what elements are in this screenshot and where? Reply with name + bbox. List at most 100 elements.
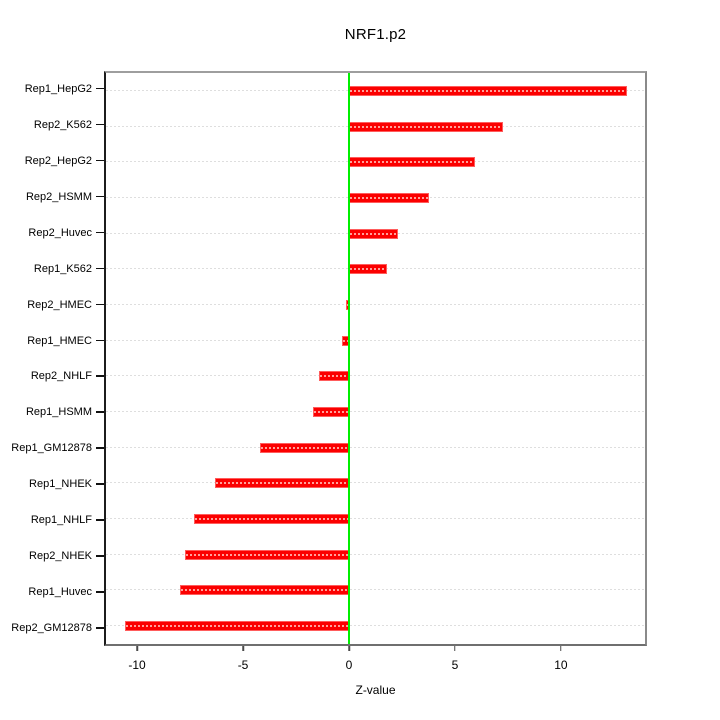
y-axis-labels: Rep1_HepG2 Rep2_K562 Rep2_HepG2 Rep2_HSMM Re… (0, 71, 92, 646)
bar-row (106, 144, 645, 180)
bar-hatch-pattern (180, 589, 349, 592)
bar-row (106, 109, 645, 145)
gridline (106, 339, 645, 341)
y-tick-mark (96, 179, 104, 215)
bar (125, 621, 350, 632)
bar (349, 228, 398, 239)
bar-row (106, 466, 645, 502)
bar-hatch-pattern (126, 625, 349, 628)
x-tick-label: 5 (451, 658, 459, 672)
bar (349, 192, 430, 203)
chart-title: NRF1.p2 (344, 26, 407, 43)
bar (313, 407, 350, 418)
category-label: Rep1_NHLF (30, 514, 92, 527)
bar-row (106, 501, 645, 537)
bar-row (106, 251, 645, 287)
y-tick-mark (96, 502, 104, 538)
y-tick-mark (96, 359, 104, 395)
bar (349, 157, 476, 168)
category-label: Rep1_GM12878 (11, 442, 92, 455)
x-tick-mark (242, 646, 244, 651)
category-label: Rep2_HSMM (25, 190, 92, 203)
y-tick-mark (96, 287, 104, 323)
bar (349, 85, 627, 96)
bar-row (106, 573, 645, 609)
category-label: Rep1_HMEC (27, 334, 92, 347)
x-tick-label: -5 (237, 658, 249, 672)
bar-hatch-pattern (350, 89, 626, 92)
category-label: Rep1_NHEK (29, 478, 92, 491)
category-label: Rep2_NHLF (30, 370, 92, 383)
category-label: Rep2_Huvec (28, 226, 92, 239)
x-axis-title: Z-value (355, 683, 396, 697)
x-tick-mark (136, 646, 138, 651)
bar-row (106, 394, 645, 430)
category-label: Rep1_HSMM (25, 406, 92, 419)
bar-hatch-pattern (350, 196, 429, 199)
bar-rows (106, 73, 645, 644)
y-tick-mark (96, 430, 104, 466)
bar-hatch-pattern (342, 339, 349, 342)
y-tick-mark (96, 574, 104, 610)
bar-row (106, 180, 645, 216)
y-tick-mark (96, 466, 104, 502)
gridline (106, 482, 645, 484)
bar-row (106, 359, 645, 395)
category-label: Rep2_NHEK (29, 550, 92, 563)
bar-hatch-pattern (350, 232, 397, 235)
gridline (106, 589, 645, 591)
category-label: Rep1_K562 (33, 262, 92, 275)
gridline (106, 411, 645, 413)
bar-hatch-pattern (350, 125, 502, 128)
y-tick-mark (96, 538, 104, 574)
bar-row (106, 608, 645, 644)
y-tick-mark (96, 323, 104, 359)
category-label: Rep1_HepG2 (24, 82, 92, 95)
y-tick-mark (96, 71, 104, 107)
x-tick-mark (348, 646, 350, 651)
bar-hatch-pattern (215, 482, 349, 485)
category-label: Rep2_K562 (33, 118, 92, 131)
zero-reference-line (348, 73, 351, 644)
bar-row (106, 323, 645, 359)
y-tick-mark (96, 610, 104, 646)
bar-row (106, 73, 645, 109)
bar-row (106, 537, 645, 573)
bar-hatch-pattern (347, 303, 349, 306)
bar-hatch-pattern (186, 553, 349, 556)
x-tick-mark (454, 646, 456, 651)
y-tick-mark (96, 215, 104, 251)
bar (349, 121, 503, 132)
bar (318, 371, 350, 382)
x-tick-label: 0 (345, 658, 353, 672)
bar (214, 478, 350, 489)
category-label: Rep2_HepG2 (24, 154, 92, 167)
bar-hatch-pattern (319, 375, 349, 378)
bar (349, 264, 388, 275)
y-tick-mark (96, 107, 104, 143)
y-axis-ticks (96, 71, 104, 646)
bar-hatch-pattern (350, 268, 387, 271)
bar-hatch-pattern (194, 518, 349, 521)
gridline (106, 375, 645, 377)
gridline (106, 446, 645, 448)
gridline (106, 553, 645, 555)
gridline (106, 518, 645, 520)
bar-row (106, 216, 645, 252)
bar (259, 442, 350, 453)
bar (193, 514, 350, 525)
category-label: Rep2_HMEC (27, 298, 92, 311)
y-tick-mark (96, 143, 104, 179)
bar (179, 585, 350, 596)
category-label: Rep2_GM12878 (11, 622, 92, 635)
y-tick-mark (96, 394, 104, 430)
bar-hatch-pattern (260, 446, 349, 449)
category-label: Rep1_Huvec (28, 586, 92, 599)
bar-hatch-pattern (314, 411, 349, 414)
plot-area (104, 71, 647, 646)
y-tick-mark (96, 251, 104, 287)
x-tick-label: 10 (554, 658, 568, 672)
gridline (106, 303, 645, 305)
x-tick-mark (560, 646, 562, 651)
